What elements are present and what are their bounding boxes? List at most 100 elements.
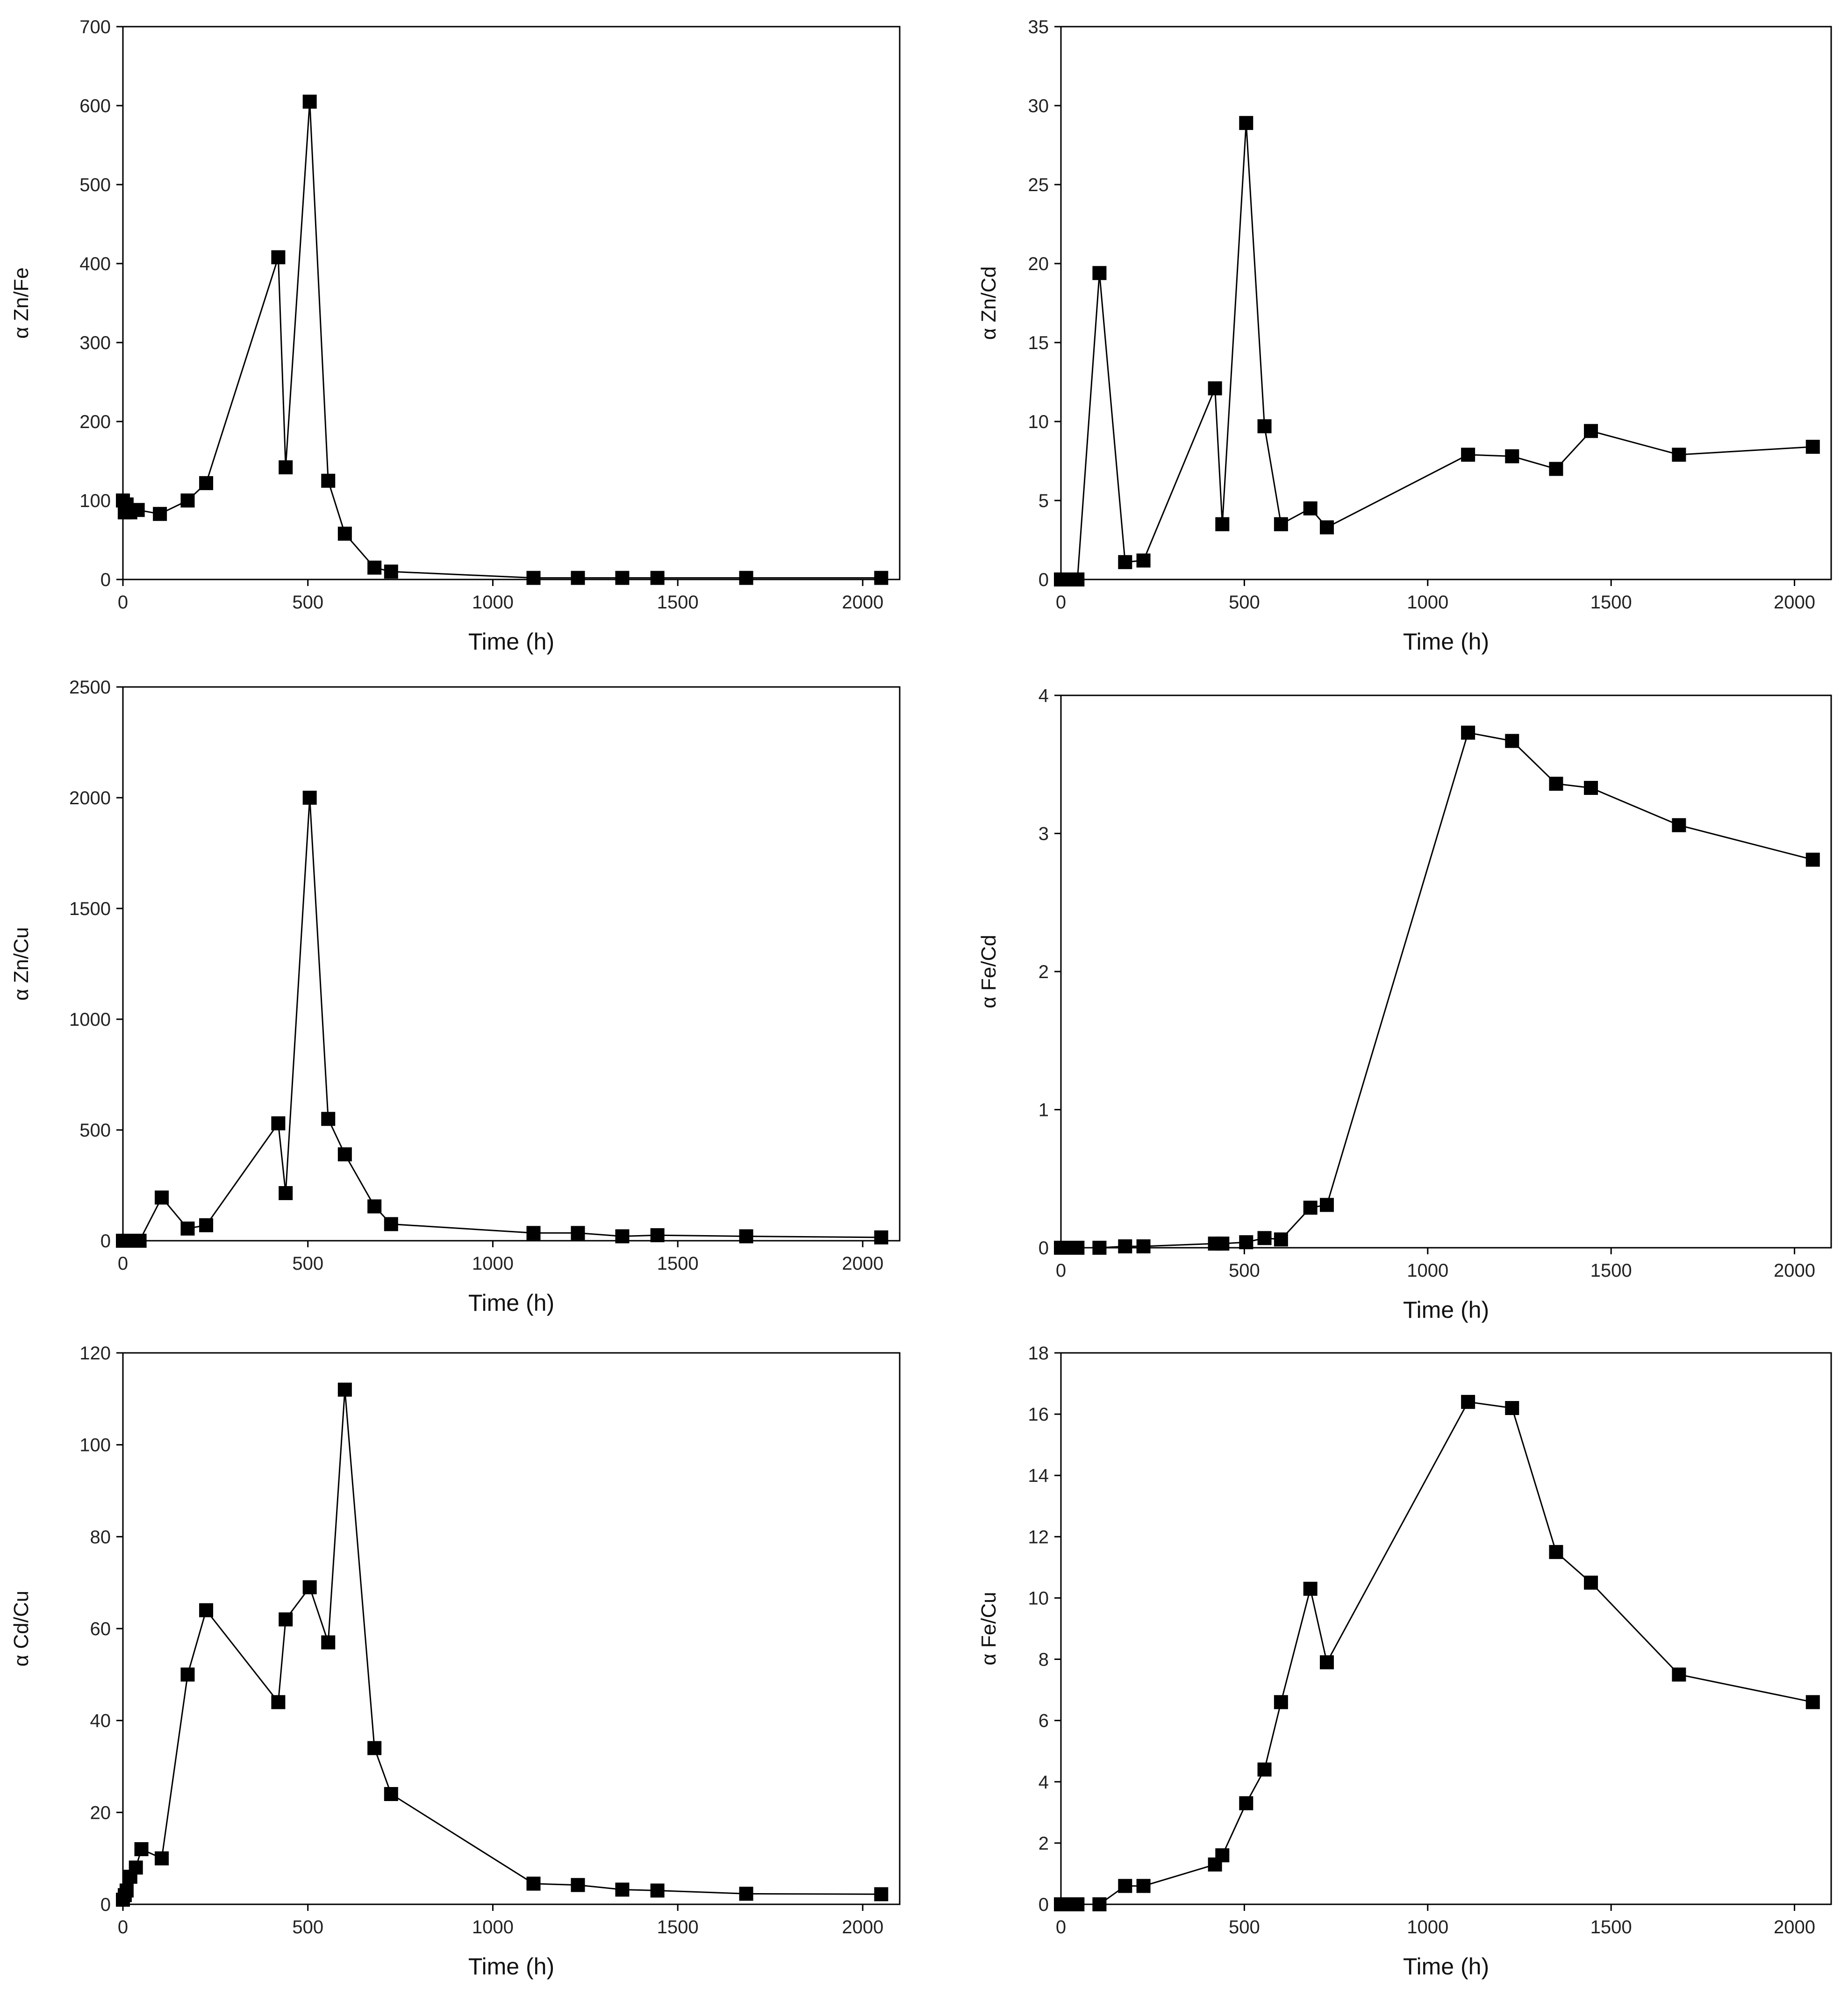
y-tick-label: 2500	[69, 677, 111, 698]
data-point	[384, 1217, 398, 1231]
data-point	[199, 1603, 214, 1617]
data-point	[1239, 116, 1253, 130]
data-point	[1583, 780, 1598, 795]
data-point	[119, 1883, 134, 1898]
y-tick-label: 35	[1028, 17, 1049, 37]
x-tick-label: 500	[1229, 1260, 1260, 1281]
data-point	[134, 1842, 149, 1856]
x-tick-label: 1500	[657, 592, 699, 613]
data-point	[1118, 1239, 1132, 1254]
data-point	[650, 1228, 665, 1243]
x-axis-label: Time (h)	[1403, 1297, 1489, 1323]
x-tick-label: 2000	[1774, 1917, 1815, 1938]
data-point	[526, 1226, 541, 1240]
y-tick-label: 30	[1028, 96, 1049, 116]
y-tick-label: 1000	[69, 1009, 111, 1030]
y-tick-label: 0	[100, 570, 111, 590]
y-tick-label: 400	[79, 254, 111, 274]
x-tick-label: 500	[292, 592, 323, 613]
data-point	[874, 571, 888, 585]
x-tick-label: 0	[118, 592, 128, 613]
plot-frame	[122, 26, 901, 580]
plot-frame	[1060, 1352, 1832, 1905]
x-tick-label: 500	[292, 1253, 323, 1274]
y-tick-label: 80	[90, 1527, 111, 1547]
data-point	[1549, 777, 1563, 791]
y-tick-label: 14	[1028, 1466, 1049, 1486]
x-tick-label: 0	[1056, 1917, 1066, 1938]
y-axis-label: α Fe/Cu	[977, 1592, 1000, 1665]
y-tick-label: 8	[1039, 1650, 1049, 1670]
data-point	[153, 507, 167, 521]
data-point	[1319, 520, 1334, 535]
data-point	[130, 503, 145, 517]
data-point	[1274, 1232, 1288, 1247]
data-point	[1583, 1575, 1598, 1590]
y-tick-label: 16	[1028, 1404, 1049, 1425]
plot-frame	[122, 686, 901, 1242]
y-tick-label: 100	[79, 1435, 111, 1456]
data-point	[1136, 1239, 1151, 1254]
data-point	[337, 1382, 352, 1397]
x-axis-label: Time (h)	[468, 629, 554, 655]
data-point	[279, 460, 293, 475]
data-point	[1505, 1401, 1519, 1415]
data-point	[874, 1887, 888, 1902]
x-axis-label: Time (h)	[468, 1953, 554, 1980]
y-tick-label: 3	[1039, 824, 1049, 844]
data-point	[650, 1883, 665, 1898]
y-tick-label: 5	[1039, 491, 1049, 511]
x-tick-label: 0	[1056, 1260, 1066, 1281]
y-tick-label: 40	[90, 1711, 111, 1731]
data-point	[321, 1635, 336, 1650]
x-axis-label: Time (h)	[1403, 1953, 1489, 1980]
chart-panel-3: 0 500 1000 1500 2000 0 500 1000 1500 2000 2500 Time…	[10, 677, 901, 1316]
y-tick-label: 60	[90, 1619, 111, 1639]
data-point	[367, 1741, 382, 1755]
y-tick-label: 2000	[69, 788, 111, 808]
y-tick-label: 1500	[69, 899, 111, 919]
x-tick-label: 1000	[472, 592, 514, 613]
data-point	[615, 1229, 630, 1244]
data-point	[337, 526, 352, 541]
data-point	[1319, 1655, 1334, 1670]
data-point	[1118, 1879, 1132, 1893]
y-tick-label: 20	[1028, 254, 1049, 274]
data-point	[1092, 266, 1107, 280]
data-point	[1505, 734, 1519, 748]
y-tick-label: 2	[1039, 962, 1049, 982]
x-tick-label: 1000	[1407, 592, 1448, 613]
data-point	[180, 493, 195, 508]
data-point	[155, 1190, 169, 1205]
data-point	[367, 1199, 382, 1214]
y-tick-label: 120	[79, 1343, 111, 1364]
data-point	[1583, 424, 1598, 438]
x-tick-label: 1000	[1407, 1260, 1448, 1281]
y-axis-label: α Zn/Cu	[10, 927, 33, 1001]
x-tick-label: 2000	[1774, 592, 1815, 613]
data-point	[615, 1882, 630, 1897]
x-tick-label: 2000	[842, 592, 883, 613]
data-point	[1672, 447, 1686, 462]
data-point	[1257, 1231, 1272, 1245]
y-tick-label: 700	[79, 17, 111, 37]
y-tick-label: 10	[1028, 412, 1049, 432]
data-point	[1319, 1198, 1334, 1212]
data-point	[155, 1851, 169, 1866]
data-point	[1208, 381, 1222, 396]
data-point	[337, 1147, 352, 1162]
data-point	[302, 1580, 317, 1594]
y-tick-label: 600	[79, 96, 111, 116]
data-point	[1549, 1545, 1563, 1559]
data-point	[571, 1878, 585, 1892]
y-tick-label: 25	[1028, 175, 1049, 195]
x-tick-label: 500	[1229, 592, 1260, 613]
y-tick-label: 500	[79, 1120, 111, 1141]
data-point	[129, 1860, 143, 1875]
x-tick-label: 2000	[842, 1253, 883, 1274]
data-point	[132, 1234, 147, 1248]
data-point	[279, 1612, 293, 1627]
data-point	[321, 473, 336, 488]
